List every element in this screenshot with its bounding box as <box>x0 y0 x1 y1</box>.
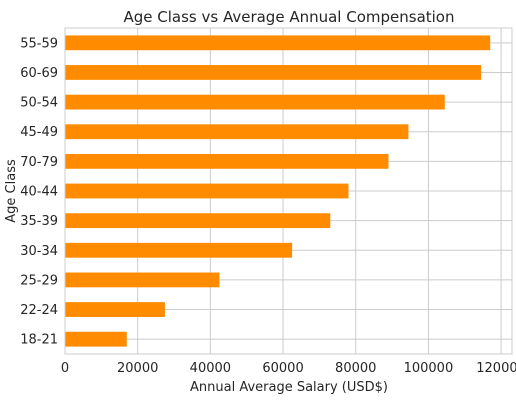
bar-22-24 <box>65 302 165 317</box>
y-tick-label: 45-49 <box>20 125 58 140</box>
y-tick-label: 50-54 <box>20 96 58 111</box>
bar-30-34 <box>65 242 293 258</box>
x-tick-label: 0 <box>61 361 69 376</box>
bar-40-44 <box>65 183 349 199</box>
y-tick-label: 18-21 <box>20 333 58 348</box>
bars <box>65 35 491 347</box>
plot-frame <box>64 27 513 355</box>
x-tick-labels: 0 20000 40000 60000 80000 100000 120000 <box>61 361 516 376</box>
chart-title: Age Class vs Average Annual Compensation <box>123 8 454 26</box>
x-tick-label: 100000 <box>404 361 454 376</box>
y-tick-label: 60-69 <box>20 66 58 81</box>
bar-60-69 <box>65 65 482 80</box>
x-axis-label: Annual Average Salary (USD$) <box>190 380 388 395</box>
bar-35-39 <box>65 213 331 229</box>
y-tick-label: 35-39 <box>20 214 58 229</box>
y-tick-label: 30-34 <box>20 244 58 259</box>
bar-25-29 <box>65 272 220 288</box>
x-tick-label: 20000 <box>117 361 158 376</box>
y-tick-labels: 55-59 60-69 50-54 45-49 70-79 40-44 35-39 30-34… <box>20 36 58 347</box>
y-axis-label: Age Class <box>4 159 19 223</box>
x-tick-label: 80000 <box>335 361 376 376</box>
y-tick-label: 70-79 <box>20 155 58 170</box>
x-tick-label: 60000 <box>262 361 303 376</box>
bar-45-49 <box>65 124 409 140</box>
y-tick-label: 22-24 <box>20 303 58 318</box>
bar-55-59 <box>65 35 491 51</box>
y-tick-label: 55-59 <box>20 36 58 51</box>
x-tick-label: 120000 <box>476 361 516 376</box>
y-tick-label: 40-44 <box>20 185 58 200</box>
x-tick-label: 40000 <box>190 361 231 376</box>
y-tick-label: 25-29 <box>20 273 58 288</box>
bar-70-79 <box>65 153 389 169</box>
bar-50-54 <box>65 94 445 110</box>
bar-18-21 <box>65 331 127 347</box>
